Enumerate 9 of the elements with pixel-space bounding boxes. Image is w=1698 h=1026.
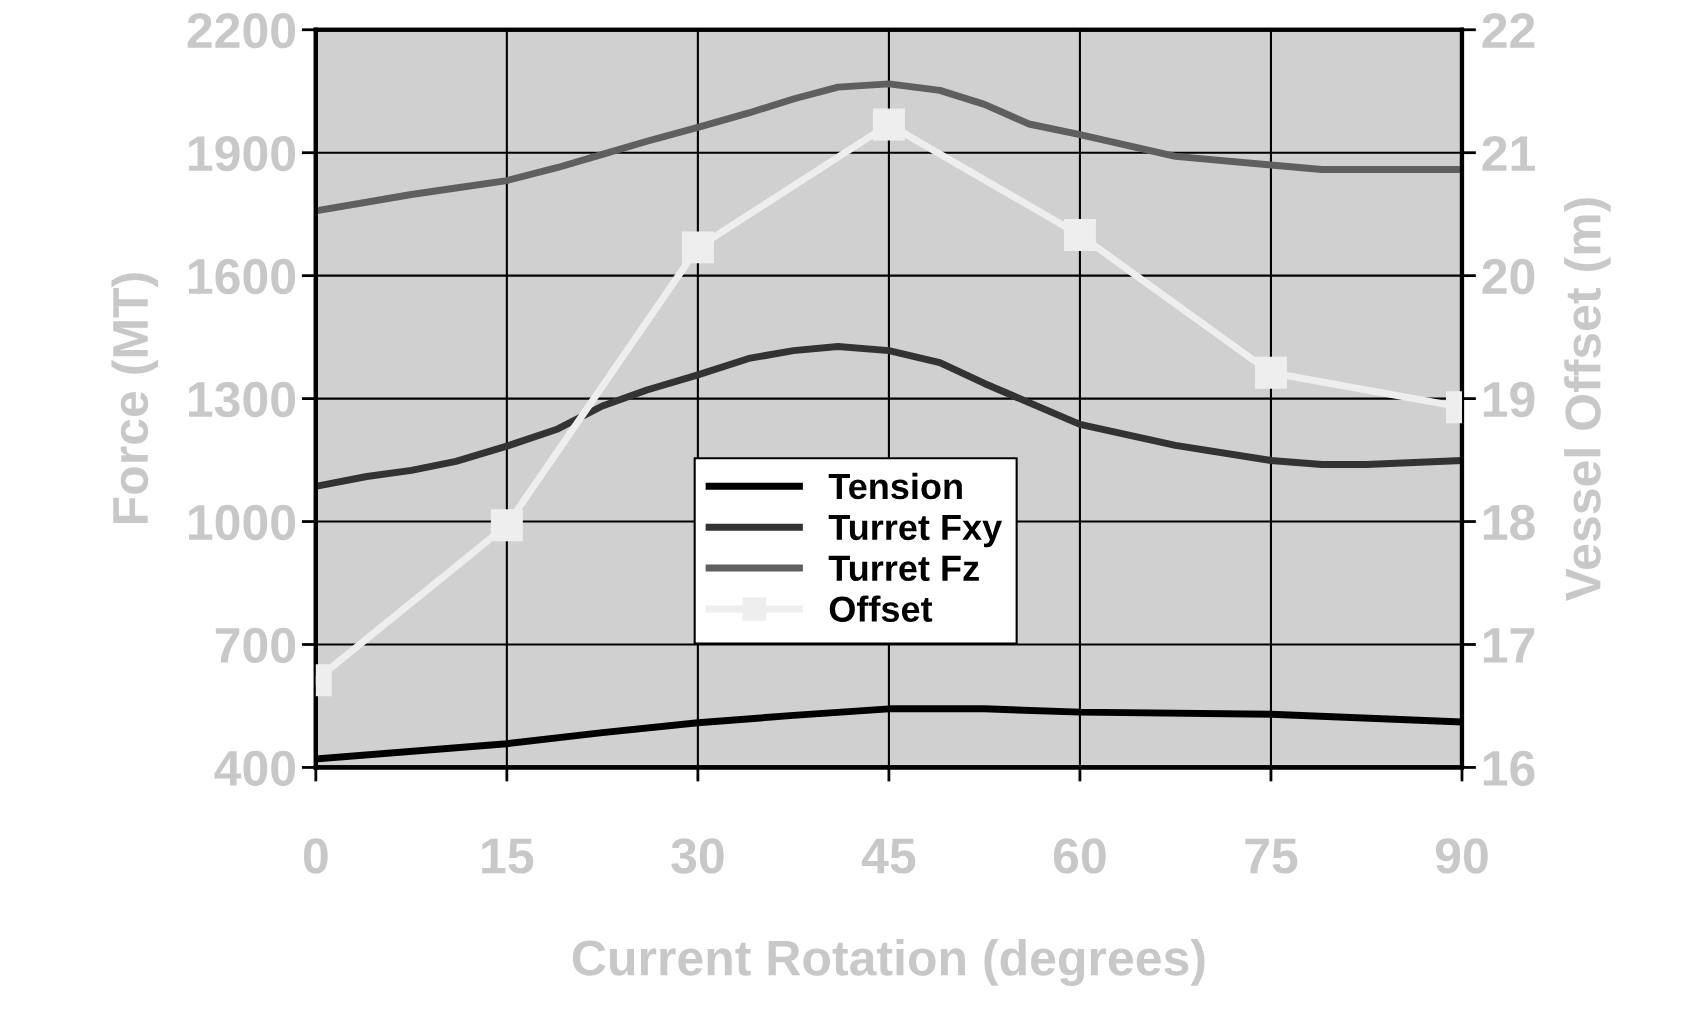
point [1063, 219, 1096, 252]
point [681, 231, 714, 264]
point [490, 509, 523, 542]
point [872, 108, 905, 141]
legend-label: Offset [829, 595, 933, 622]
point [1254, 356, 1287, 389]
legend-label: Turret Fxy [828, 514, 1003, 548]
legend-label: Tension [828, 472, 962, 500]
legend-label: Turret Fz [828, 555, 979, 582]
